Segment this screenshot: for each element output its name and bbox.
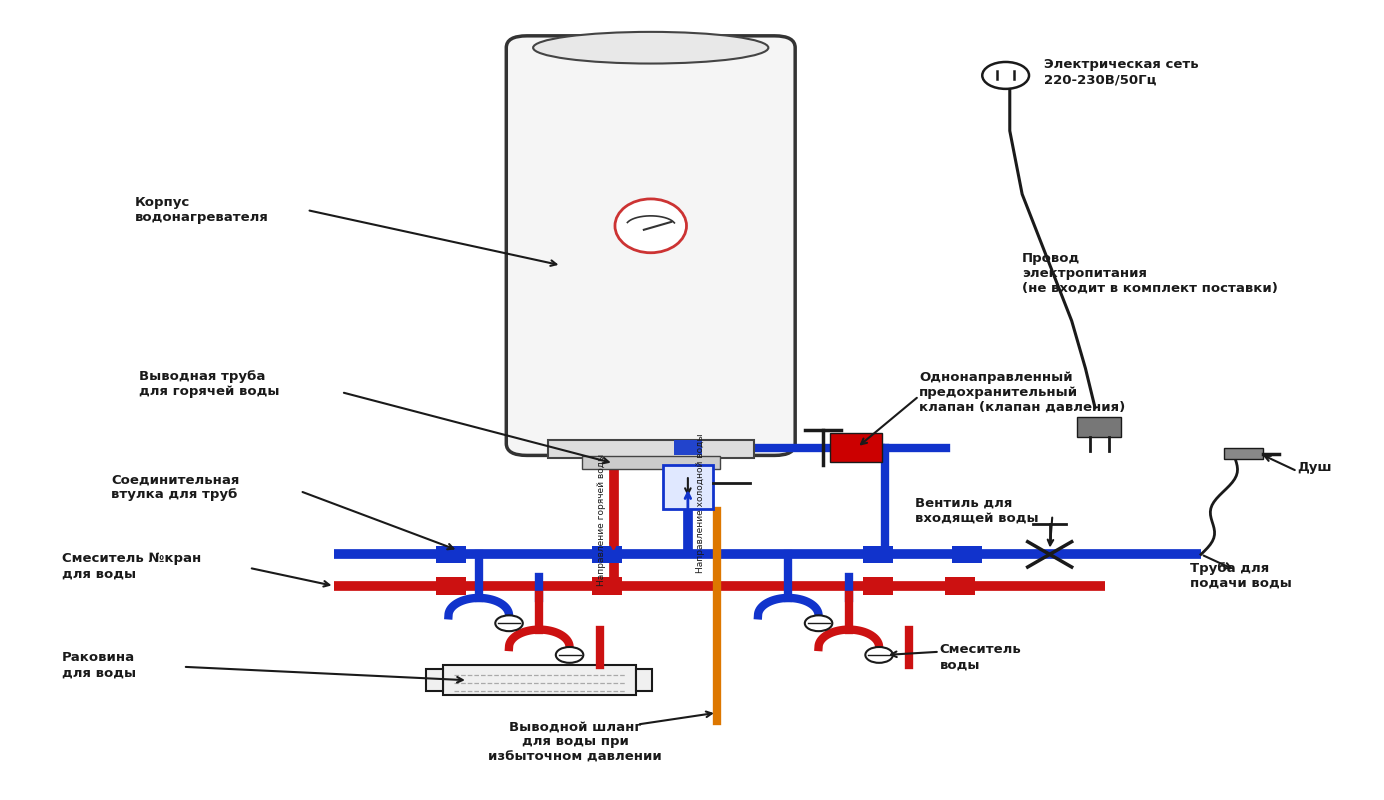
Text: Корпус
водонагревателя: Корпус водонагревателя	[134, 196, 268, 224]
Ellipse shape	[614, 199, 686, 253]
Circle shape	[805, 615, 832, 631]
Text: Смеситель №кран
для воды: Смеситель №кран для воды	[62, 552, 201, 580]
Ellipse shape	[533, 32, 768, 63]
Bar	[663, 465, 713, 510]
Bar	[674, 439, 702, 455]
Text: Направление холодной воды: Направление холодной воды	[696, 434, 704, 574]
Bar	[952, 546, 983, 563]
Bar	[829, 434, 882, 462]
Bar	[548, 440, 754, 458]
Text: Однонаправленный
предохранительный
клапан (клапан давления): Однонаправленный предохранительный клапа…	[919, 370, 1125, 414]
Text: Выводной шланг
для воды при
избыточном давлении: Выводной шланг для воды при избыточном д…	[489, 721, 662, 763]
FancyBboxPatch shape	[507, 36, 796, 455]
Circle shape	[865, 647, 893, 663]
Circle shape	[556, 647, 583, 663]
Text: Выводная труба
для горячей воды: Выводная труба для горячей воды	[138, 370, 280, 398]
Circle shape	[495, 615, 523, 631]
Bar	[443, 666, 635, 695]
Text: Смеситель
воды: Смеситель воды	[940, 643, 1021, 671]
Bar	[436, 578, 466, 594]
Bar	[945, 578, 976, 594]
Bar	[635, 669, 652, 691]
Text: Вентиль для
входящей воды: Вентиль для входящей воды	[915, 497, 1038, 525]
Bar	[862, 546, 893, 563]
Text: Душ: Душ	[1297, 461, 1331, 474]
Bar	[581, 456, 720, 469]
Bar	[436, 546, 466, 563]
Text: Соединительная
втулка для труб: Соединительная втулка для труб	[112, 473, 239, 501]
Bar	[1077, 418, 1121, 438]
Text: Раковина
для воды: Раковина для воды	[62, 651, 136, 679]
Bar	[591, 546, 621, 563]
Text: Электрическая сеть
220-230В/50Гц: Электрическая сеть 220-230В/50Гц	[1044, 58, 1199, 86]
Text: Провод
электропитания
(не входит в комплект поставки): Провод электропитания (не входит в компл…	[1023, 252, 1277, 295]
Circle shape	[983, 62, 1030, 89]
Text: Труба для
подачи воды: Труба для подачи воды	[1190, 562, 1291, 590]
Bar	[591, 578, 621, 594]
Bar	[1225, 447, 1264, 459]
Bar	[426, 669, 443, 691]
Bar	[862, 578, 893, 594]
Text: Направление горячей воды: Направление горячей воды	[597, 454, 606, 586]
